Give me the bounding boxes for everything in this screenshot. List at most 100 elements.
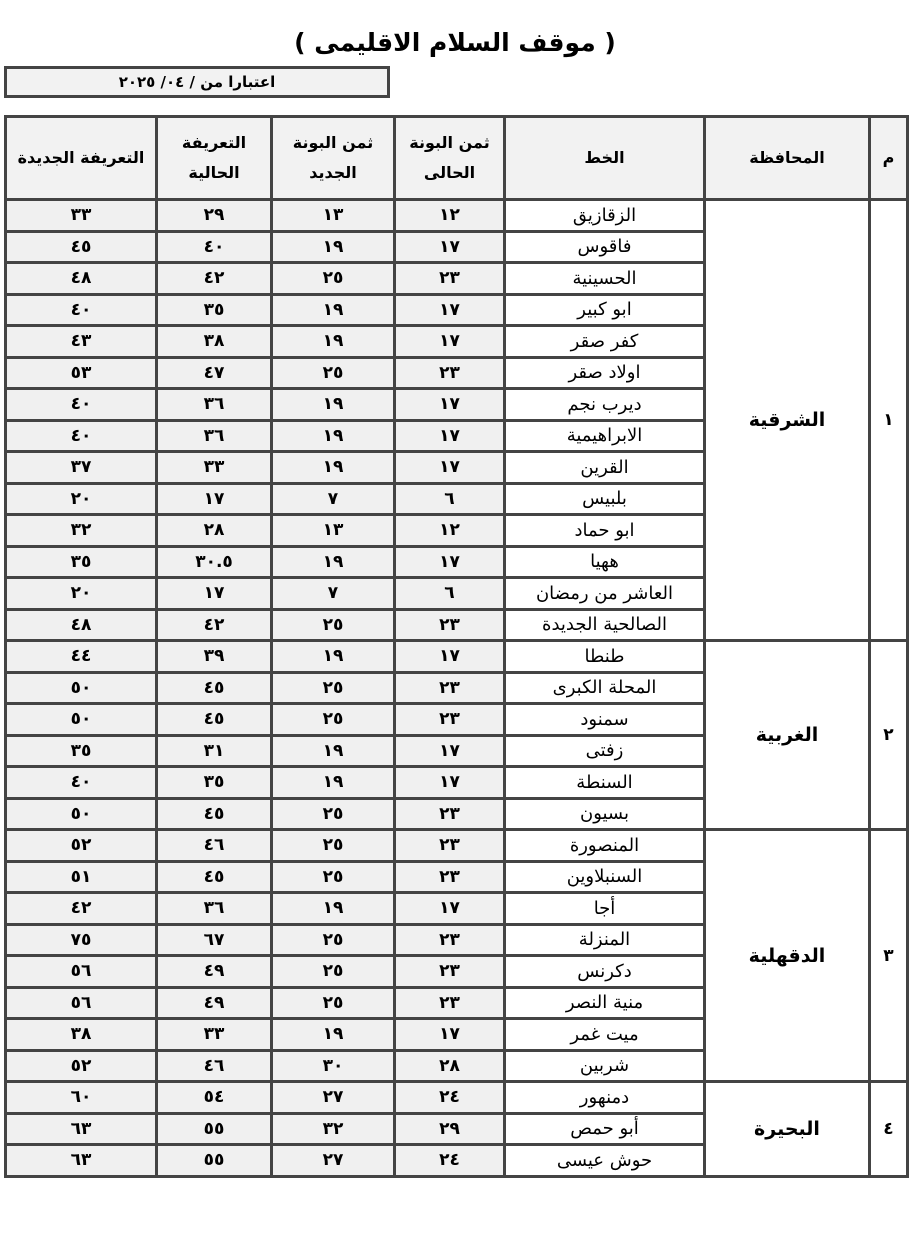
table-row: أبو حمص ٢٩ ٣٢ ٥٥ ٦٣ <box>4 1111 908 1146</box>
line-name: الحسينية <box>503 261 706 296</box>
table-row: المنزلة ٢٣ ٢٥ ٦٧ ٧٥ <box>4 922 908 957</box>
new-fare: ٥٢ <box>4 828 158 863</box>
current-fare: ٣٨ <box>155 324 273 359</box>
table-row: زفتى ١٧ ١٩ ٣١ ٣٥ <box>4 733 908 768</box>
new-fare: ٢٠ <box>4 481 158 516</box>
table-row: دكرنس ٢٣ ٢٥ ٤٩ ٥٦ <box>4 954 908 989</box>
line-name: المنزلة <box>503 922 706 957</box>
new-fare: ٦٣ <box>4 1111 158 1146</box>
current-fare: ١٧ <box>155 576 273 611</box>
current-fare: ٣١ <box>155 733 273 768</box>
table-row: الحسينية ٢٣ ٢٥ ٤٢ ٤٨ <box>4 261 908 296</box>
new-ticket-price: ١٩ <box>270 418 396 453</box>
new-fare: ٥٣ <box>4 355 158 390</box>
new-fare: ٣٣ <box>4 198 158 233</box>
current-ticket-price: ١٧ <box>393 891 506 926</box>
current-fare: ٥٤ <box>155 1080 273 1115</box>
table-row: ٤ البحيرة دمنهور ٢٤ ٢٧ ٥٤ ٦٠ <box>4 1080 909 1178</box>
new-fare: ٤٠ <box>4 418 158 453</box>
current-fare: ٢٩ <box>155 198 273 233</box>
line-name: أبو حمص <box>503 1111 706 1146</box>
current-fare: ٤٢ <box>155 607 273 642</box>
current-ticket-price: ١٧ <box>393 544 506 579</box>
current-ticket-price: ٢٨ <box>393 1048 506 1083</box>
new-fare: ٤٢ <box>4 891 158 926</box>
new-ticket-price: ١٩ <box>270 544 396 579</box>
line-name: دكرنس <box>503 954 706 989</box>
header-row: م المحافظة الخط ثمن البونة الحالى ثمن ال… <box>4 115 909 201</box>
new-fare: ٥٦ <box>4 954 158 989</box>
line-name: بسيون <box>503 796 706 831</box>
new-ticket-price: ١٩ <box>270 1017 396 1052</box>
table-row: حوش عيسى ٢٤ ٢٧ ٥٥ ٦٣ <box>4 1143 908 1178</box>
table-row: بلبيس ٦ ٧ ١٧ ٢٠ <box>4 481 908 516</box>
table-row: كفر صقر ١٧ ١٩ ٣٨ ٤٣ <box>4 324 908 359</box>
line-name: كفر صقر <box>503 324 706 359</box>
new-fare: ٤٨ <box>4 607 158 642</box>
line-name: حوش عيسى <box>503 1143 706 1178</box>
new-ticket-price: ٢٥ <box>270 796 396 831</box>
current-fare: ٤٥ <box>155 702 273 737</box>
current-ticket-price: ١٧ <box>393 387 506 422</box>
row-index: ٣ <box>868 828 909 1083</box>
table-row: اولاد صقر ٢٣ ٢٥ ٤٧ ٥٣ <box>4 355 908 390</box>
new-ticket-price: ١٩ <box>270 639 396 674</box>
new-fare: ٤٠ <box>4 387 158 422</box>
line-name: شربين <box>503 1048 706 1083</box>
current-ticket-price: ١٢ <box>393 513 506 548</box>
current-ticket-price: ٢٣ <box>393 261 506 296</box>
table-row: منية النصر ٢٣ ٢٥ ٤٩ ٥٦ <box>4 985 908 1020</box>
current-fare: ٥٥ <box>155 1143 273 1178</box>
table-row: ميت غمر ١٧ ١٩ ٣٣ ٣٨ <box>4 1017 908 1052</box>
current-fare: ٣٦ <box>155 891 273 926</box>
current-fare: ١٧ <box>155 481 273 516</box>
new-fare: ٤٣ <box>4 324 158 359</box>
current-ticket-price: ٢٣ <box>393 670 506 705</box>
current-ticket-price: ٦ <box>393 481 506 516</box>
new-ticket-price: ٢٥ <box>270 607 396 642</box>
new-ticket-price: ٢٧ <box>270 1080 396 1115</box>
line-name: الابراهيمية <box>503 418 706 453</box>
current-fare: ٤٩ <box>155 954 273 989</box>
new-fare: ٤٠ <box>4 765 158 800</box>
new-ticket-price: ٢٥ <box>270 702 396 737</box>
new-ticket-price: ١٩ <box>270 387 396 422</box>
line-name: ابو كبير <box>503 292 706 327</box>
new-ticket-price: ١٩ <box>270 765 396 800</box>
current-fare: ٤٢ <box>155 261 273 296</box>
new-fare: ٣٨ <box>4 1017 158 1052</box>
current-fare: ٣٥ <box>155 292 273 327</box>
new-ticket-price: ١٩ <box>270 292 396 327</box>
line-name: اولاد صقر <box>503 355 706 390</box>
line-name: فاقوس <box>503 229 706 264</box>
new-ticket-price: ١٩ <box>270 450 396 485</box>
new-fare: ٤٤ <box>4 639 158 674</box>
new-ticket-price: ١٩ <box>270 733 396 768</box>
line-name: ههيا <box>503 544 706 579</box>
new-fare: ٥٦ <box>4 985 158 1020</box>
line-name: المحلة الكبرى <box>503 670 706 705</box>
governorate-name: البحيرة <box>703 1080 871 1178</box>
current-ticket-price: ١٢ <box>393 198 506 233</box>
new-ticket-price: ٢٥ <box>270 922 396 957</box>
current-fare: ٤٩ <box>155 985 273 1020</box>
new-ticket-price: ٢٥ <box>270 261 396 296</box>
table-row: أجا ١٧ ١٩ ٣٦ ٤٢ <box>4 891 908 926</box>
new-ticket-price: ٧ <box>270 576 396 611</box>
new-ticket-price: ٣٢ <box>270 1111 396 1146</box>
new-fare: ٥٢ <box>4 1048 158 1083</box>
new-ticket-price: ٢٧ <box>270 1143 396 1178</box>
table-row: ديرب نجم ١٧ ١٩ ٣٦ ٤٠ <box>4 387 908 422</box>
current-ticket-price: ١٧ <box>393 229 506 264</box>
current-fare: ٣٩ <box>155 639 273 674</box>
current-fare: ٤٥ <box>155 670 273 705</box>
current-ticket-price: ٢٩ <box>393 1111 506 1146</box>
table-row: ابو كبير ١٧ ١٩ ٣٥ ٤٠ <box>4 292 908 327</box>
row-index: ١ <box>868 198 909 642</box>
table-row: بسيون ٢٣ ٢٥ ٤٥ ٥٠ <box>4 796 908 831</box>
current-fare: ٣٠.٥ <box>155 544 273 579</box>
line-name: ابو حماد <box>503 513 706 548</box>
header-line: الخط <box>503 115 706 201</box>
table-row: الابراهيمية ١٧ ١٩ ٣٦ ٤٠ <box>4 418 908 453</box>
new-ticket-price: ١٣ <box>270 198 396 233</box>
